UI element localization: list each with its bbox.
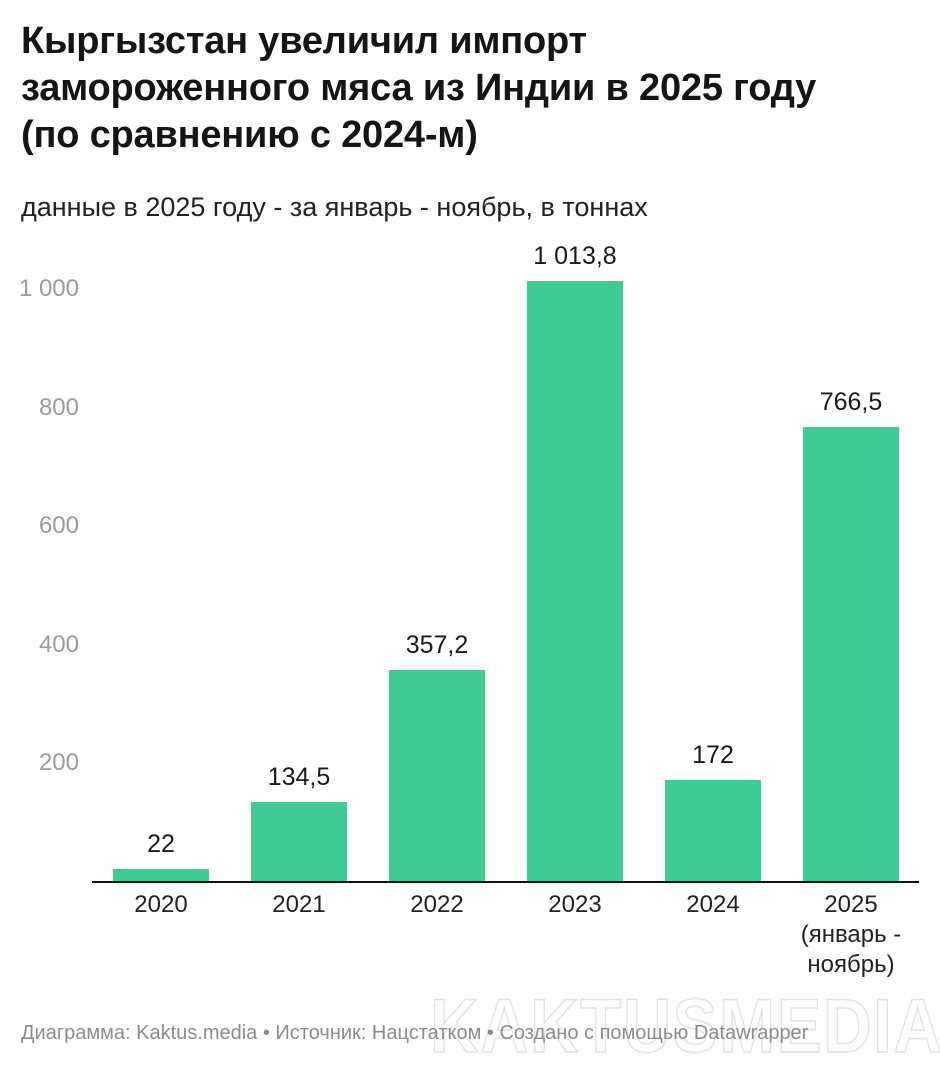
footer-credit: Диаграмма: Kaktus.media • Источник: Нацс… bbox=[21, 1022, 809, 1044]
chart-title: Кыргызстан увеличил импорт замороженного… bbox=[21, 20, 817, 156]
y-tick-label: 800 bbox=[38, 393, 79, 421]
bar-2020 bbox=[113, 869, 209, 882]
bar-2024 bbox=[665, 780, 761, 882]
y-tick-label: 600 bbox=[38, 512, 79, 540]
bar-value-label: 22 bbox=[147, 830, 175, 858]
y-tick-label: 200 bbox=[38, 749, 79, 777]
bar-value-label: 134,5 bbox=[267, 763, 331, 791]
bar-value-label: 357,2 bbox=[405, 631, 469, 659]
chart-subtitle: данные в 2025 году - за январь - ноябрь,… bbox=[21, 192, 648, 222]
bar-value-label: 1 013,8 bbox=[533, 242, 617, 270]
bar-2021 bbox=[251, 802, 347, 882]
bar-2025 bbox=[803, 427, 899, 882]
x-tick-label: 2024 bbox=[686, 891, 740, 918]
x-tick-label: 2020 bbox=[134, 891, 188, 918]
bar-2023 bbox=[527, 281, 623, 882]
y-tick-label: 1 000 bbox=[18, 275, 79, 302]
y-tick-label: 400 bbox=[38, 630, 79, 658]
x-axis-line bbox=[92, 881, 919, 883]
x-tick-label: 2025 (январь - ноябрь) bbox=[800, 891, 902, 978]
bar-2022 bbox=[389, 670, 485, 882]
bar-value-label: 172 bbox=[692, 741, 734, 769]
x-tick-label: 2021 bbox=[272, 891, 326, 918]
x-tick-label: 2022 bbox=[410, 891, 464, 918]
x-tick-label: 2023 bbox=[548, 891, 602, 918]
bar-value-label: 766,5 bbox=[819, 388, 883, 416]
